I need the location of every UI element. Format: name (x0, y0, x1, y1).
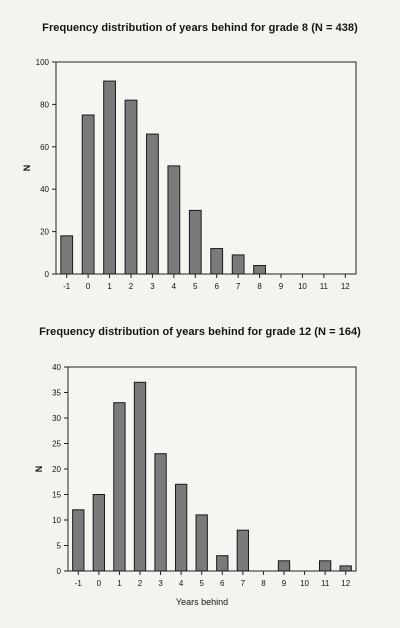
bar (72, 509, 85, 572)
x-tick-label: 6 (214, 282, 219, 291)
x-tick-label: 11 (320, 282, 329, 291)
x-tick-label: 10 (300, 579, 309, 588)
x-tick-label: 4 (179, 579, 184, 588)
y-tick-label: 40 (40, 185, 49, 194)
bar (133, 381, 147, 572)
bar (236, 529, 250, 572)
y-tick-label: 30 (52, 414, 61, 423)
chart-grade-8: Frequency distribution of years behind f… (0, 0, 400, 300)
y-tick-label: 0 (57, 567, 62, 576)
bar (154, 453, 167, 572)
y-tick-label: 80 (40, 100, 49, 109)
x-tick-label: 3 (150, 282, 155, 291)
x-axis-label: Years behind (176, 597, 228, 607)
y-tick-label: 10 (52, 516, 61, 525)
x-tick-label: 4 (172, 282, 177, 291)
bar (92, 494, 106, 572)
y-tick-label: 20 (40, 228, 49, 237)
chart-title: Frequency distribution of years behind f… (42, 22, 358, 34)
y-tick-label: 5 (57, 542, 62, 551)
y-tick-label: 20 (52, 465, 61, 474)
x-tick-label: 7 (241, 579, 246, 588)
x-tick-label: 2 (138, 579, 143, 588)
bar (318, 560, 332, 572)
x-tick-label: 1 (107, 282, 112, 291)
x-tick-label: -1 (75, 579, 83, 588)
y-axis-label: N (22, 165, 32, 172)
bar (339, 565, 352, 572)
x-tick-label: 12 (341, 282, 350, 291)
x-tick-label: 9 (279, 282, 284, 291)
y-axis-label: N (34, 466, 44, 473)
x-tick-label: 7 (236, 282, 241, 291)
y-tick-label: 15 (52, 491, 61, 500)
bar (113, 402, 126, 572)
x-tick-label: 0 (97, 579, 102, 588)
x-tick-label: 10 (298, 282, 307, 291)
y-tick-label: 40 (52, 363, 61, 372)
x-tick-label: 8 (257, 282, 262, 291)
chart-title: Frequency distribution of years behind f… (39, 326, 361, 338)
x-tick-label: 8 (261, 579, 266, 588)
x-tick-label: 1 (117, 579, 122, 588)
x-tick-label: 9 (282, 579, 287, 588)
bar (277, 560, 291, 572)
x-tick-label: 6 (220, 579, 225, 588)
y-tick-label: 35 (52, 389, 61, 398)
x-tick-label: 0 (86, 282, 91, 291)
bar (195, 514, 208, 572)
plot-area (67, 366, 357, 572)
bar (174, 483, 188, 572)
y-tick-label: 25 (52, 440, 61, 449)
y-tick-label: 100 (36, 58, 50, 67)
x-tick-label: 3 (158, 579, 163, 588)
y-tick-label: 60 (40, 143, 49, 152)
x-tick-label: -1 (63, 282, 71, 291)
x-tick-label: 11 (321, 579, 330, 588)
bar (216, 555, 229, 572)
y-tick-label: 0 (45, 270, 50, 279)
x-tick-label: 5 (193, 282, 198, 291)
x-tick-label: 2 (129, 282, 134, 291)
x-tick-label: 12 (341, 579, 350, 588)
x-tick-label: 5 (199, 579, 204, 588)
